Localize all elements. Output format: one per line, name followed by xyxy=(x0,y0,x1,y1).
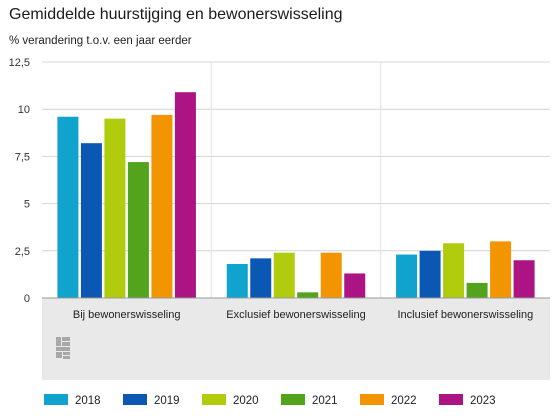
legend-swatch-2019 xyxy=(123,394,147,405)
chart-title: Gemiddelde huurstijging en bewonerswisse… xyxy=(9,6,343,23)
bar-2020-0 xyxy=(104,118,126,298)
legend-label: 2018 xyxy=(75,395,101,407)
y-tick-label: 5 xyxy=(24,199,30,211)
legend-swatch-2018 xyxy=(44,394,68,405)
bar-2019-0 xyxy=(80,143,102,298)
bar-2023-0 xyxy=(174,92,196,298)
y-tick-label: 12,5 xyxy=(9,57,30,69)
bar-2021-2 xyxy=(466,282,488,298)
bar-2018-0 xyxy=(57,116,79,298)
category-band xyxy=(42,298,550,380)
y-tick-label: 2,5 xyxy=(15,246,30,258)
bar-2019-2 xyxy=(419,250,441,298)
bar-2020-1 xyxy=(273,252,295,298)
bar-2023-2 xyxy=(513,260,535,298)
y-tick-label: 0 xyxy=(24,293,30,305)
legend-label: 2019 xyxy=(154,395,180,407)
legend-label: 2020 xyxy=(233,395,259,407)
bar-2022-1 xyxy=(320,252,342,298)
bar-2022-2 xyxy=(490,241,512,298)
category-label: Inclusief bewonerswisseling xyxy=(397,309,533,321)
legend-swatch-2020 xyxy=(202,394,226,405)
bar-2018-2 xyxy=(396,254,418,298)
cbs-logo-icon xyxy=(56,337,70,359)
bar-2021-0 xyxy=(127,162,149,298)
bar-2021-1 xyxy=(297,292,319,298)
legend-label: 2021 xyxy=(312,395,338,407)
legend-swatch-2023 xyxy=(439,394,463,405)
bar-2018-1 xyxy=(226,264,248,298)
category-label: Bij bewonerswisseling xyxy=(73,309,181,321)
legend-swatch-2021 xyxy=(281,394,305,405)
bar-2019-1 xyxy=(250,258,272,298)
bar-2020-2 xyxy=(443,243,465,298)
y-tick-label: 7,5 xyxy=(15,151,30,163)
y-tick-label: 10 xyxy=(18,104,30,116)
legend-label: 2022 xyxy=(391,395,417,407)
y-axis-label: % verandering t.o.v. een jaar eerder xyxy=(9,35,192,47)
bar-2022-0 xyxy=(151,114,173,298)
category-label: Exclusief bewonerswisseling xyxy=(226,309,365,321)
legend-label: 2023 xyxy=(470,395,496,407)
bar-2023-1 xyxy=(344,273,366,298)
legend-swatch-2022 xyxy=(360,394,384,405)
